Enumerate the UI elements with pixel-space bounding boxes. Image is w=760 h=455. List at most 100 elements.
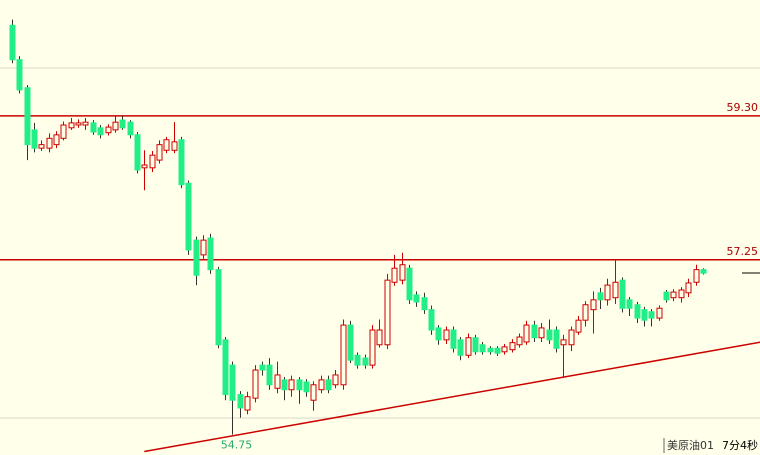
candle-body — [119, 119, 126, 129]
candle-body — [487, 347, 494, 353]
candle-body — [421, 297, 428, 311]
candle-body — [332, 374, 339, 386]
candle-body — [443, 329, 450, 341]
candle-body — [38, 144, 45, 149]
candle-body — [141, 164, 148, 169]
candle-body — [163, 139, 170, 151]
low-label: 54.75 — [221, 438, 253, 451]
candle-body — [259, 364, 266, 371]
candle-body — [590, 299, 597, 311]
candle-body — [384, 279, 391, 346]
candle-body — [354, 354, 361, 366]
candle-body — [244, 396, 251, 411]
candle-body — [325, 379, 332, 391]
candle-body — [229, 364, 236, 401]
timer-label: 7分4秒 — [722, 438, 758, 452]
candle-body — [546, 329, 553, 341]
candle-body — [369, 329, 376, 366]
candle-body — [53, 134, 60, 146]
candle-body — [693, 269, 700, 283]
candle-body — [501, 346, 508, 353]
candle-body — [428, 309, 435, 331]
symbol-label: 美原油01 — [667, 438, 714, 452]
candle-body — [523, 324, 530, 343]
candle-body — [97, 127, 104, 136]
candle-body — [494, 347, 501, 354]
candle-body — [509, 342, 516, 351]
candle-body — [582, 304, 589, 321]
candle-body — [266, 364, 273, 386]
candle-body — [560, 339, 567, 346]
candle-body — [619, 279, 626, 309]
candle-body — [472, 337, 479, 353]
candle-body — [149, 154, 156, 169]
candle-body — [435, 327, 442, 341]
candle-body — [376, 329, 383, 346]
candle-body — [391, 267, 398, 283]
candle-body — [648, 311, 655, 319]
candle-body — [678, 289, 685, 299]
footer: 美原油01 7分4秒 — [663, 438, 758, 453]
candle-body — [575, 319, 582, 333]
candle-body — [237, 394, 244, 409]
candle-body — [60, 124, 67, 139]
candle-body — [450, 329, 457, 349]
candle-body — [178, 139, 185, 186]
candle-body — [9, 24, 16, 61]
candle-body — [347, 324, 354, 361]
trend-line — [144, 341, 760, 453]
candle-body — [112, 121, 119, 131]
candle-body — [24, 87, 31, 146]
candle-body — [222, 339, 229, 396]
candle-body — [641, 309, 648, 321]
candle-body — [340, 324, 347, 386]
candle-body — [82, 121, 89, 126]
candle-body — [479, 344, 486, 353]
candle-body — [296, 379, 303, 391]
candle-body — [310, 384, 317, 401]
candle-body — [134, 134, 141, 171]
candle-body — [538, 327, 545, 339]
candle-body — [406, 267, 413, 301]
candle-body — [597, 292, 604, 301]
candle-body — [604, 284, 611, 301]
candle-body — [281, 379, 288, 391]
candle-body — [274, 374, 281, 389]
candle-body — [90, 122, 97, 133]
candle-body — [685, 282, 692, 294]
candle-body — [634, 304, 641, 319]
candle-body — [670, 291, 677, 299]
candle-body — [531, 324, 538, 339]
candle-body — [105, 126, 112, 134]
candle-body — [700, 269, 707, 274]
candle-body — [626, 299, 633, 309]
candle-body — [252, 369, 259, 399]
candle-body — [68, 122, 75, 129]
candle-body — [207, 237, 214, 271]
candle-body — [457, 339, 464, 356]
level-label: 59.30 — [727, 101, 759, 114]
candle-body — [193, 239, 200, 276]
candle-body — [16, 59, 23, 91]
candle-body — [215, 269, 222, 346]
candle-body — [516, 336, 523, 346]
candle-body — [465, 337, 472, 356]
candle-body — [31, 129, 38, 149]
candle-body — [75, 122, 82, 126]
level-label: 57.25 — [727, 245, 759, 258]
candle-body — [362, 357, 369, 366]
candle-body — [663, 291, 670, 301]
candle-body — [318, 379, 325, 391]
candle-body — [185, 182, 192, 251]
candle-body — [127, 121, 134, 136]
candle-body — [612, 281, 619, 299]
candle-body — [171, 141, 178, 151]
candle-body — [200, 239, 207, 256]
candle-body — [568, 329, 575, 346]
candle-body — [399, 264, 406, 281]
candle-body — [413, 294, 420, 303]
candle-body — [156, 144, 163, 161]
candle-body — [288, 379, 295, 391]
